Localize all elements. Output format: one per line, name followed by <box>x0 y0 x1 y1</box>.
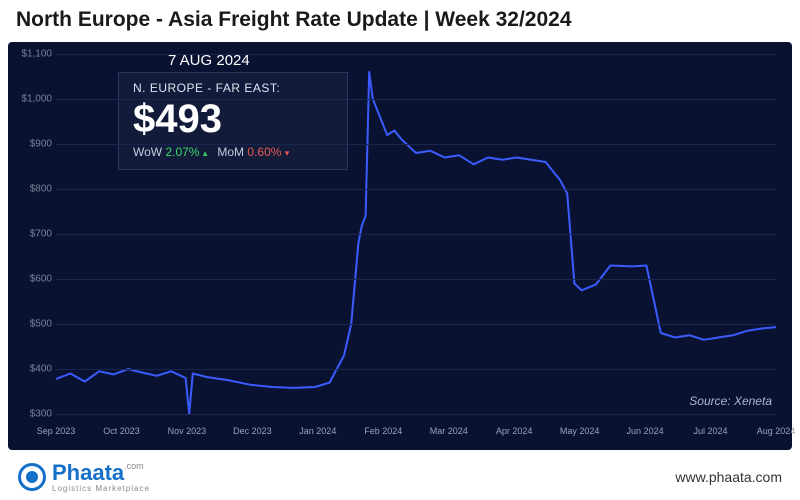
x-tick-label: Jul 2024 <box>694 426 728 436</box>
grid-line <box>56 234 776 235</box>
grid-line <box>56 324 776 325</box>
footer: Phaata.com Logistics Marketplace www.pha… <box>8 454 792 500</box>
y-tick-label: $600 <box>12 274 52 285</box>
page-title: North Europe - Asia Freight Rate Update … <box>16 8 572 32</box>
x-tick-label: Apr 2024 <box>496 426 533 436</box>
y-tick-label: $800 <box>12 184 52 195</box>
y-tick-label: $900 <box>12 139 52 150</box>
logo-tagline: Logistics Marketplace <box>52 485 150 493</box>
freight-rate-line <box>56 72 776 414</box>
x-tick-label: Oct 2023 <box>103 426 140 436</box>
y-tick-label: $1,000 <box>12 94 52 105</box>
grid-line <box>56 54 776 55</box>
grid-line <box>56 99 776 100</box>
grid-line <box>56 414 776 415</box>
y-tick-label: $300 <box>12 409 52 420</box>
source-label: Source: Xeneta <box>689 394 772 408</box>
x-tick-label: Aug 2024 <box>757 426 796 436</box>
grid-line <box>56 279 776 280</box>
chart-container: 7 AUG 2024 N. EUROPE - FAR EAST: $493 Wo… <box>8 42 792 450</box>
grid-line <box>56 189 776 190</box>
y-tick-label: $1,100 <box>12 49 52 60</box>
logo-name: Phaata.com <box>52 462 150 484</box>
x-tick-label: May 2024 <box>560 426 600 436</box>
grid-line <box>56 369 776 370</box>
x-tick-label: Mar 2024 <box>430 426 468 436</box>
y-tick-label: $400 <box>12 364 52 375</box>
x-tick-label: Nov 2023 <box>168 426 207 436</box>
logo-icon <box>18 463 46 491</box>
x-tick-label: Jun 2024 <box>627 426 664 436</box>
site-url: www.phaata.com <box>675 469 782 485</box>
y-tick-label: $700 <box>12 229 52 240</box>
title-bar: North Europe - Asia Freight Rate Update … <box>0 0 800 40</box>
x-tick-label: Sep 2023 <box>37 426 76 436</box>
grid-line <box>56 144 776 145</box>
x-tick-label: Feb 2024 <box>364 426 402 436</box>
x-tick-label: Dec 2023 <box>233 426 272 436</box>
x-tick-label: Jan 2024 <box>299 426 336 436</box>
brand-logo: Phaata.com Logistics Marketplace <box>18 462 150 493</box>
y-tick-label: $500 <box>12 319 52 330</box>
